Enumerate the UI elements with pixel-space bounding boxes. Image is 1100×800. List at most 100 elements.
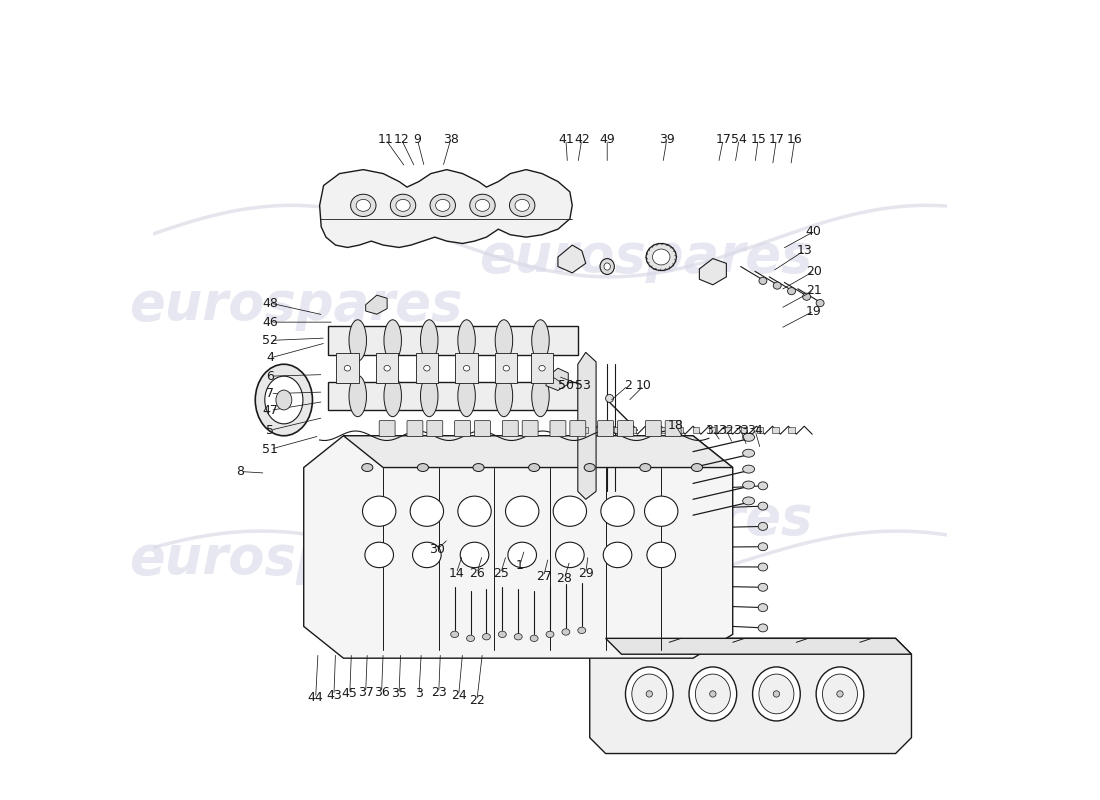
Ellipse shape	[631, 674, 667, 714]
Ellipse shape	[515, 199, 529, 211]
Ellipse shape	[758, 604, 768, 611]
Polygon shape	[495, 353, 517, 383]
Text: 16: 16	[786, 133, 803, 146]
Text: 19: 19	[806, 305, 822, 318]
Text: 11: 11	[377, 133, 394, 146]
Text: 14: 14	[449, 566, 464, 580]
Ellipse shape	[803, 293, 811, 300]
Ellipse shape	[689, 667, 737, 721]
Ellipse shape	[420, 320, 438, 361]
Ellipse shape	[458, 496, 492, 526]
Text: 50: 50	[558, 379, 574, 392]
Ellipse shape	[758, 563, 768, 571]
Ellipse shape	[584, 463, 595, 471]
Polygon shape	[725, 427, 732, 434]
Text: 38: 38	[443, 133, 459, 146]
FancyBboxPatch shape	[503, 421, 518, 437]
Polygon shape	[606, 638, 912, 654]
Text: 2: 2	[624, 379, 631, 392]
Ellipse shape	[773, 282, 781, 289]
Polygon shape	[700, 258, 726, 285]
Text: 27: 27	[536, 570, 551, 583]
Ellipse shape	[384, 366, 390, 371]
Text: 20: 20	[806, 265, 822, 278]
Text: 33: 33	[733, 424, 748, 437]
Ellipse shape	[503, 366, 509, 371]
Polygon shape	[546, 368, 569, 390]
Text: 3: 3	[415, 687, 422, 701]
FancyBboxPatch shape	[570, 421, 586, 437]
Text: 29: 29	[578, 566, 594, 580]
Ellipse shape	[509, 194, 535, 217]
Polygon shape	[597, 427, 604, 434]
FancyBboxPatch shape	[597, 421, 614, 437]
Ellipse shape	[363, 496, 396, 526]
Text: 21: 21	[806, 284, 822, 297]
Text: 8: 8	[236, 465, 244, 478]
Polygon shape	[646, 427, 651, 434]
Ellipse shape	[758, 522, 768, 530]
Ellipse shape	[349, 375, 366, 417]
Text: 42: 42	[574, 133, 590, 146]
Ellipse shape	[695, 674, 730, 714]
Ellipse shape	[396, 199, 410, 211]
Ellipse shape	[742, 465, 755, 473]
Text: 40: 40	[806, 225, 822, 238]
Ellipse shape	[640, 463, 651, 471]
Polygon shape	[416, 353, 438, 383]
FancyBboxPatch shape	[407, 421, 422, 437]
Polygon shape	[708, 427, 715, 434]
Text: 28: 28	[557, 572, 572, 586]
FancyBboxPatch shape	[550, 421, 565, 437]
FancyBboxPatch shape	[379, 421, 395, 437]
Text: 48: 48	[263, 297, 278, 310]
Text: 32: 32	[718, 424, 734, 437]
Text: 1: 1	[516, 558, 524, 572]
Ellipse shape	[759, 674, 794, 714]
Text: 23: 23	[431, 686, 447, 699]
Ellipse shape	[758, 482, 768, 490]
Polygon shape	[328, 382, 578, 410]
Ellipse shape	[508, 542, 537, 568]
Ellipse shape	[626, 667, 673, 721]
Ellipse shape	[356, 199, 371, 211]
Polygon shape	[678, 427, 683, 434]
Ellipse shape	[601, 258, 614, 274]
Ellipse shape	[384, 320, 402, 361]
Polygon shape	[590, 638, 912, 754]
Ellipse shape	[495, 320, 513, 361]
Ellipse shape	[788, 287, 795, 294]
FancyBboxPatch shape	[427, 421, 442, 437]
Text: eurospares: eurospares	[478, 231, 812, 283]
Ellipse shape	[473, 463, 484, 471]
Ellipse shape	[758, 583, 768, 591]
Ellipse shape	[384, 375, 402, 417]
Ellipse shape	[578, 627, 585, 634]
Ellipse shape	[742, 450, 755, 457]
Text: 25: 25	[493, 566, 508, 580]
Ellipse shape	[692, 463, 703, 471]
Text: 26: 26	[469, 566, 485, 580]
Ellipse shape	[556, 542, 584, 568]
Ellipse shape	[773, 690, 780, 697]
Ellipse shape	[463, 366, 470, 371]
Ellipse shape	[553, 496, 586, 526]
FancyBboxPatch shape	[666, 421, 681, 437]
Polygon shape	[304, 436, 733, 658]
Ellipse shape	[646, 243, 676, 270]
Ellipse shape	[424, 366, 430, 371]
Ellipse shape	[531, 320, 549, 361]
Text: 47: 47	[263, 404, 278, 417]
Text: 10: 10	[636, 379, 651, 392]
Text: 34: 34	[747, 424, 762, 437]
Ellipse shape	[606, 394, 614, 402]
Ellipse shape	[351, 194, 376, 217]
Text: 4: 4	[266, 351, 274, 364]
Polygon shape	[614, 427, 620, 434]
Ellipse shape	[515, 634, 522, 640]
FancyBboxPatch shape	[617, 421, 634, 437]
Ellipse shape	[498, 631, 506, 638]
Ellipse shape	[349, 320, 366, 361]
Text: 15: 15	[750, 133, 766, 146]
Text: 7: 7	[266, 387, 274, 400]
